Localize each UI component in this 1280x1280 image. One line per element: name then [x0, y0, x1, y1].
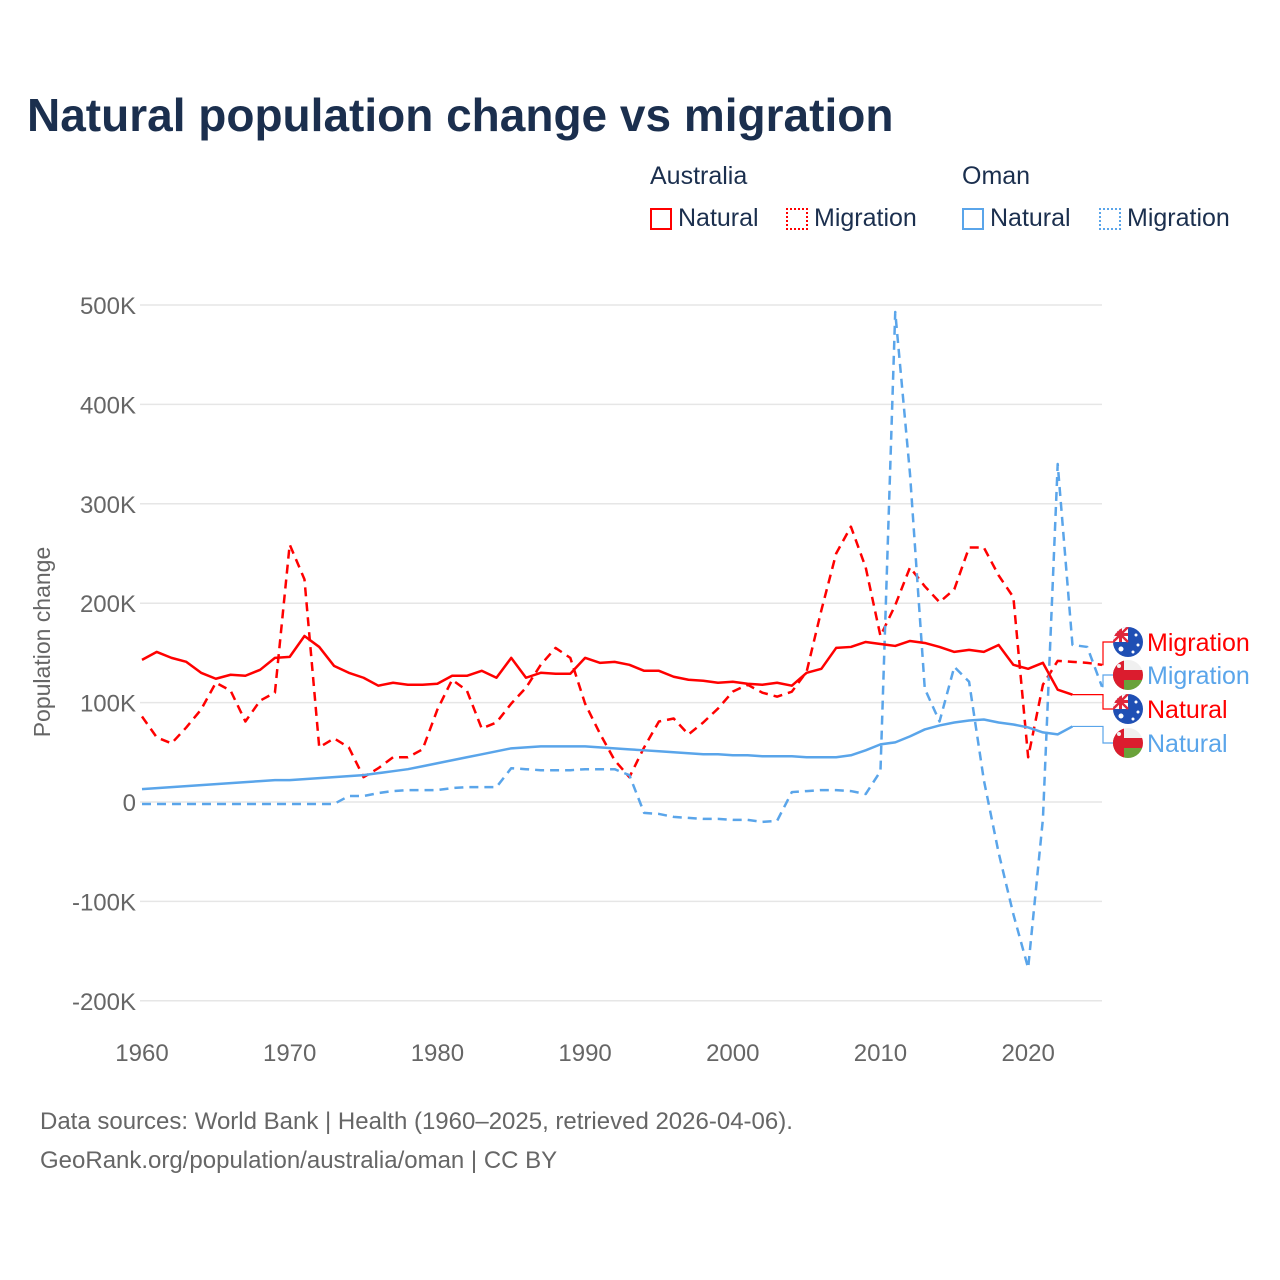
y-tick-label: -100K: [72, 889, 136, 916]
legend-australia-natural[interactable]: Natural: [650, 204, 759, 233]
australia-flag-icon: [1113, 694, 1143, 724]
x-tick-label: 1970: [263, 1040, 316, 1067]
dotted-swatch-icon: [1099, 207, 1121, 230]
series-line-australia-natural: [141, 634, 1073, 696]
solid-swatch-icon: [650, 207, 672, 230]
attribution-link[interactable]: GeoRank.org/population/australia/oman | …: [40, 1147, 558, 1174]
oman-flag-icon: [1113, 728, 1143, 758]
y-tick-label: 300K: [80, 492, 136, 519]
chart-title: Natural population change vs migration: [27, 89, 894, 141]
y-tick-label: 500K: [80, 293, 136, 320]
end-label: Migration: [1147, 629, 1250, 657]
x-tick-label: 2000: [706, 1040, 759, 1067]
solid-swatch-icon: [962, 207, 984, 230]
x-tick-label: 2010: [854, 1040, 907, 1067]
legend-australia-migration[interactable]: Migration: [786, 204, 917, 233]
y-tick-label: 400K: [80, 392, 136, 419]
oman-flag-icon: [1113, 660, 1143, 690]
chart-plot: 500K 400K 300K 200K 100K 0 -100K -200K 1960 1970…: [29, 293, 1250, 1067]
legend-label: Migration: [814, 204, 917, 232]
end-label: Migration: [1147, 662, 1250, 690]
y-tick-label: 100K: [80, 691, 136, 718]
end-label-connector: [1102, 674, 1113, 688]
x-tick-label: 2020: [1001, 1040, 1054, 1067]
series-line-australia-migration: [140, 525, 1103, 779]
legend-group-australia: Australia: [650, 162, 748, 190]
end-label-connector: [1072, 725, 1113, 744]
series-line-oman-natural: [141, 718, 1074, 791]
y-tick-label: -200K: [72, 989, 136, 1016]
legend-oman-migration[interactable]: Migration: [1099, 204, 1230, 233]
x-tick-label: 1980: [411, 1040, 464, 1067]
y-tick-label: 0: [123, 790, 136, 817]
y-tick-label: 200K: [80, 591, 136, 618]
data-source-note: Data sources: World Bank | Health (1960–…: [40, 1108, 793, 1135]
end-label-connector: [1102, 641, 1113, 666]
dotted-swatch-icon: [786, 207, 808, 230]
end-label: Natural: [1147, 696, 1228, 724]
x-tick-label: 1990: [558, 1040, 611, 1067]
y-axis-label: Population change: [29, 547, 55, 738]
legend-label: Migration: [1127, 204, 1230, 232]
series-line-oman-migration: [142, 310, 1104, 970]
legend-oman-natural[interactable]: Natural: [962, 204, 1071, 233]
legend-group-oman: Oman: [962, 162, 1031, 190]
australia-flag-icon: [1113, 627, 1143, 657]
x-tick-label: 1960: [115, 1040, 168, 1067]
legend-label: Natural: [678, 204, 759, 232]
end-label: Natural: [1147, 730, 1228, 758]
legend-label: Natural: [990, 204, 1071, 232]
end-label-connector: [1072, 694, 1113, 710]
